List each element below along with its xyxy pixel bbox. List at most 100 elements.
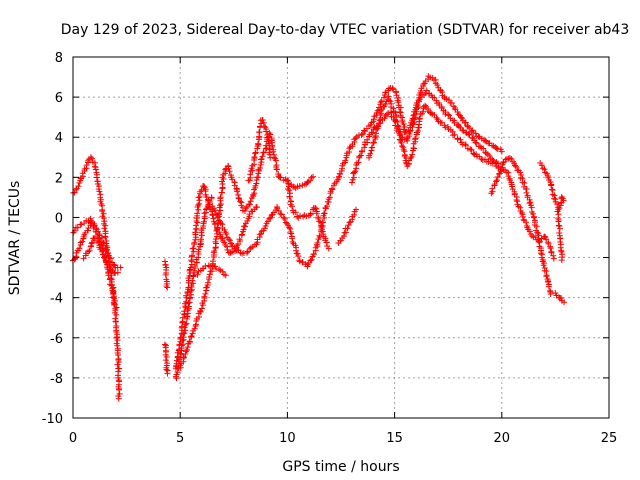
data-point [113,311,120,318]
data-point [523,189,530,196]
data-point [558,294,565,301]
data-point [248,165,255,172]
data-point [87,154,94,161]
data-point [224,246,231,253]
y-tick-label: 4 [55,131,63,146]
data-point [378,98,385,105]
data-point [257,161,264,168]
data-points [69,73,568,402]
data-point [352,135,359,142]
data-point [289,203,296,210]
series-track-l [245,116,274,184]
data-point [162,357,169,364]
data-point [267,214,274,221]
data-point [348,179,355,186]
data-point [398,139,405,146]
data-point [235,241,242,248]
data-point [85,248,92,255]
data-point [92,166,99,173]
data-point [310,173,317,180]
data-point [113,304,120,311]
data-point [86,247,93,254]
series-track-v [552,290,568,306]
data-point [351,169,358,176]
data-point [561,299,568,306]
data-point [346,219,353,226]
data-point [547,178,554,185]
data-point [292,209,299,216]
data-point [312,204,319,211]
data-point [422,102,429,109]
x-tick-label: 5 [176,431,184,446]
data-point [558,257,565,264]
data-point [369,129,376,136]
data-point [466,131,473,138]
data-point [472,130,479,137]
data-point [114,269,121,276]
data-point [294,213,301,220]
data-point [253,204,260,211]
data-point [107,255,114,262]
data-point [412,135,419,142]
data-point [396,108,403,115]
data-point [116,365,123,372]
data-point [93,226,100,233]
data-point [256,231,263,238]
data-point [493,145,500,152]
data-point [314,239,321,246]
data-point [540,262,547,269]
data-point [451,131,458,138]
data-point [246,201,253,208]
data-point [209,203,216,210]
data-point [438,119,445,126]
data-point [227,250,234,257]
data-point [386,97,393,104]
data-point [358,131,365,138]
data-point [204,279,211,286]
data-point [100,215,107,222]
data-point [297,212,304,219]
data-point [206,201,213,208]
data-point [373,126,380,133]
axes [72,56,610,419]
data-point [409,151,416,158]
data-point [255,140,262,147]
data-point [467,146,474,153]
data-point [344,225,351,232]
data-point [260,149,267,156]
data-point [414,102,421,109]
data-point [527,199,534,206]
data-point [533,223,540,230]
data-point [242,223,249,230]
data-point [225,236,232,243]
data-point [489,185,496,192]
series-track-n [335,206,360,247]
y-axis-label: SDTVAR / TECUs [7,181,23,296]
data-point [198,305,205,312]
data-point [459,127,466,134]
data-point [115,386,122,393]
data-point [243,205,250,212]
data-point [83,162,90,169]
data-point [75,183,82,190]
data-point [473,140,480,147]
data-point [206,274,213,281]
data-point [79,238,86,245]
data-point [222,166,229,173]
data-point [472,139,479,146]
data-point [192,229,199,236]
data-point [311,250,318,257]
data-point [192,263,199,270]
data-point [180,354,187,361]
data-point [427,74,434,81]
data-point [321,210,328,217]
data-point [281,215,288,222]
data-point [531,214,538,221]
data-point [370,139,377,146]
data-point [523,219,530,226]
series-track-e [161,258,171,291]
data-point [285,180,292,187]
data-point [325,245,332,252]
data-point [174,369,181,376]
data-point [296,258,303,265]
